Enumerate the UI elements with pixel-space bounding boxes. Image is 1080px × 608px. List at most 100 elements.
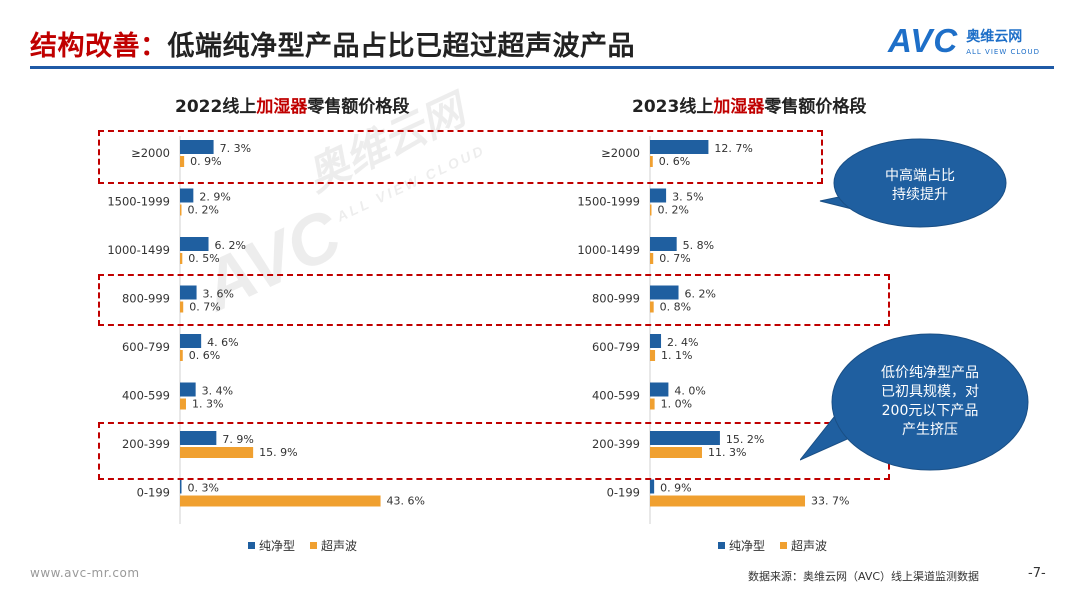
- data-label: 12. 7%: [714, 142, 752, 155]
- callout-high-end-line-2: 持续提升: [892, 186, 948, 203]
- category-label: ≥2000: [131, 146, 170, 160]
- data-label: 1. 3%: [192, 398, 223, 411]
- data-label: 0. 7%: [189, 301, 220, 314]
- callout-high-end-shape: [819, 138, 1007, 228]
- category-label: 1000-1499: [577, 243, 640, 257]
- footer-website: www.avc-mr.com: [30, 566, 140, 580]
- data-label: 0. 9%: [190, 155, 221, 168]
- category-label: 1500-1999: [577, 195, 640, 209]
- chart-title-2022-pre: 2022线上: [175, 97, 257, 117]
- title-prefix: 结构改善：: [30, 31, 168, 62]
- highlight-box-2000-plus: [98, 130, 823, 184]
- footer-source: 数据来源：奥维云网（AVC）线上渠道监测数据: [748, 570, 980, 583]
- bar-chart-2022: ≥2000 7. 3%0. 9% 1500-1999 2. 9%0. 2% 1000-1…: [107, 136, 425, 553]
- legend-swatch: [780, 542, 787, 549]
- data-label: 4. 0%: [674, 385, 705, 398]
- callout-high-end-line-1: 中高端占比: [885, 167, 955, 184]
- bar-ultrasonic: [180, 495, 381, 507]
- data-label: 6. 2%: [685, 288, 716, 301]
- legend-label: 纯净型: [259, 539, 295, 553]
- data-label: 4. 6%: [207, 336, 238, 349]
- category-label: 0-199: [607, 486, 640, 500]
- legend-swatch: [310, 542, 317, 549]
- bar-pure: [650, 237, 677, 251]
- bar-ultrasonic: [650, 495, 806, 507]
- bar-ultrasonic: [650, 253, 654, 264]
- data-label: 43. 6%: [387, 495, 425, 508]
- chart-title-2023-pre: 2023线上: [632, 97, 714, 117]
- bar-ultrasonic: [180, 447, 254, 458]
- legend-label: 超声波: [791, 538, 827, 553]
- data-label: 0. 2%: [658, 204, 689, 217]
- bar-pure: [650, 334, 662, 348]
- bar-ultrasonic: [180, 398, 186, 410]
- data-label: 15. 2%: [726, 433, 764, 446]
- bar-pure: [180, 140, 214, 154]
- bar-ultrasonic: [650, 447, 702, 458]
- bar-ultrasonic: [180, 301, 184, 313]
- data-label: 5. 8%: [683, 239, 714, 252]
- category-label: 800-999: [592, 292, 640, 306]
- data-label: 3. 6%: [203, 288, 234, 301]
- bar-ultrasonic: [650, 301, 654, 313]
- data-label: 0. 7%: [659, 252, 690, 265]
- callout-low-price-line-1: 低价纯净型产品: [881, 365, 979, 381]
- data-label: 0. 9%: [660, 482, 691, 495]
- category-label: 600-799: [592, 340, 640, 354]
- category-label: 400-599: [122, 389, 170, 403]
- chart-title-2022-hl: 加湿器: [256, 97, 308, 117]
- bar-ultrasonic: [180, 156, 185, 167]
- category-label: 600-799: [122, 340, 170, 354]
- header-divider: [30, 66, 1054, 69]
- legend-swatch: [248, 542, 255, 549]
- chart-title-2023-hl: 加湿器: [713, 97, 765, 117]
- bar-ultrasonic: [650, 350, 656, 361]
- data-label: 11. 3%: [708, 446, 746, 459]
- chart-title-2022: 2022线上加湿器零售额价格段: [175, 92, 409, 117]
- callout-low-price-line-4: 产生挤压: [902, 422, 958, 438]
- data-label: 3. 4%: [202, 385, 233, 398]
- category-label: 200-399: [122, 437, 170, 451]
- bar-pure: [650, 479, 655, 494]
- bar-pure: [180, 479, 182, 494]
- bar-pure: [180, 237, 209, 251]
- bar-pure: [650, 140, 709, 154]
- data-label: 7. 9%: [222, 433, 253, 446]
- legend-label: 超声波: [321, 538, 357, 553]
- bar-chart-2023: ≥2000 12. 7% 0. 6% 1500-1999 3. 5%0. 2% 1000-…: [577, 136, 849, 553]
- callout-low-price-line-2: 已初具规模，对: [881, 384, 979, 400]
- bar-ultrasonic: [650, 156, 653, 167]
- legend-swatch: [718, 542, 725, 549]
- category-label: 1000-1499: [107, 243, 170, 257]
- logo-mark: AVC: [888, 22, 959, 59]
- bar-pure: [650, 382, 669, 397]
- category-label: 800-999: [122, 292, 170, 306]
- bar-ultrasonic: [180, 204, 182, 216]
- bar-pure: [180, 431, 217, 445]
- chart-title-2023-post: 零售额价格段: [764, 97, 867, 117]
- data-label: 7. 3%: [220, 142, 251, 155]
- chart-title-2022-post: 零售额价格段: [307, 97, 410, 117]
- category-label: 400-599: [592, 389, 640, 403]
- bar-ultrasonic: [180, 253, 183, 264]
- bar-pure: [650, 431, 720, 445]
- callout-low-price: 低价纯净型产品 已初具规模，对 200元以下产品 产生挤压: [799, 330, 1030, 490]
- page-number: -7-: [1028, 566, 1046, 581]
- data-label: 33. 7%: [811, 495, 849, 508]
- data-label: 0. 6%: [189, 349, 220, 362]
- bar-pure: [180, 334, 202, 348]
- bar-pure: [180, 285, 197, 300]
- bar-pure: [180, 382, 196, 397]
- category-label: ≥2000: [601, 146, 640, 160]
- brand-logo: AVC 奥维云网 ALL VIEW CLOUD: [888, 22, 1040, 60]
- data-label: 3. 5%: [672, 191, 703, 204]
- logo-en: ALL VIEW CLOUD: [966, 48, 1041, 56]
- data-label: 1. 0%: [661, 398, 692, 411]
- chart-title-2023: 2023线上加湿器零售额价格段: [632, 92, 866, 117]
- callout-high-end: 中高端占比 持续提升: [810, 133, 1010, 238]
- bar-ultrasonic: [180, 350, 183, 361]
- data-label: 15. 9%: [259, 446, 297, 459]
- legend-label: 纯净型: [729, 539, 765, 553]
- data-label: 0. 2%: [188, 204, 219, 217]
- data-label: 0. 5%: [188, 252, 219, 265]
